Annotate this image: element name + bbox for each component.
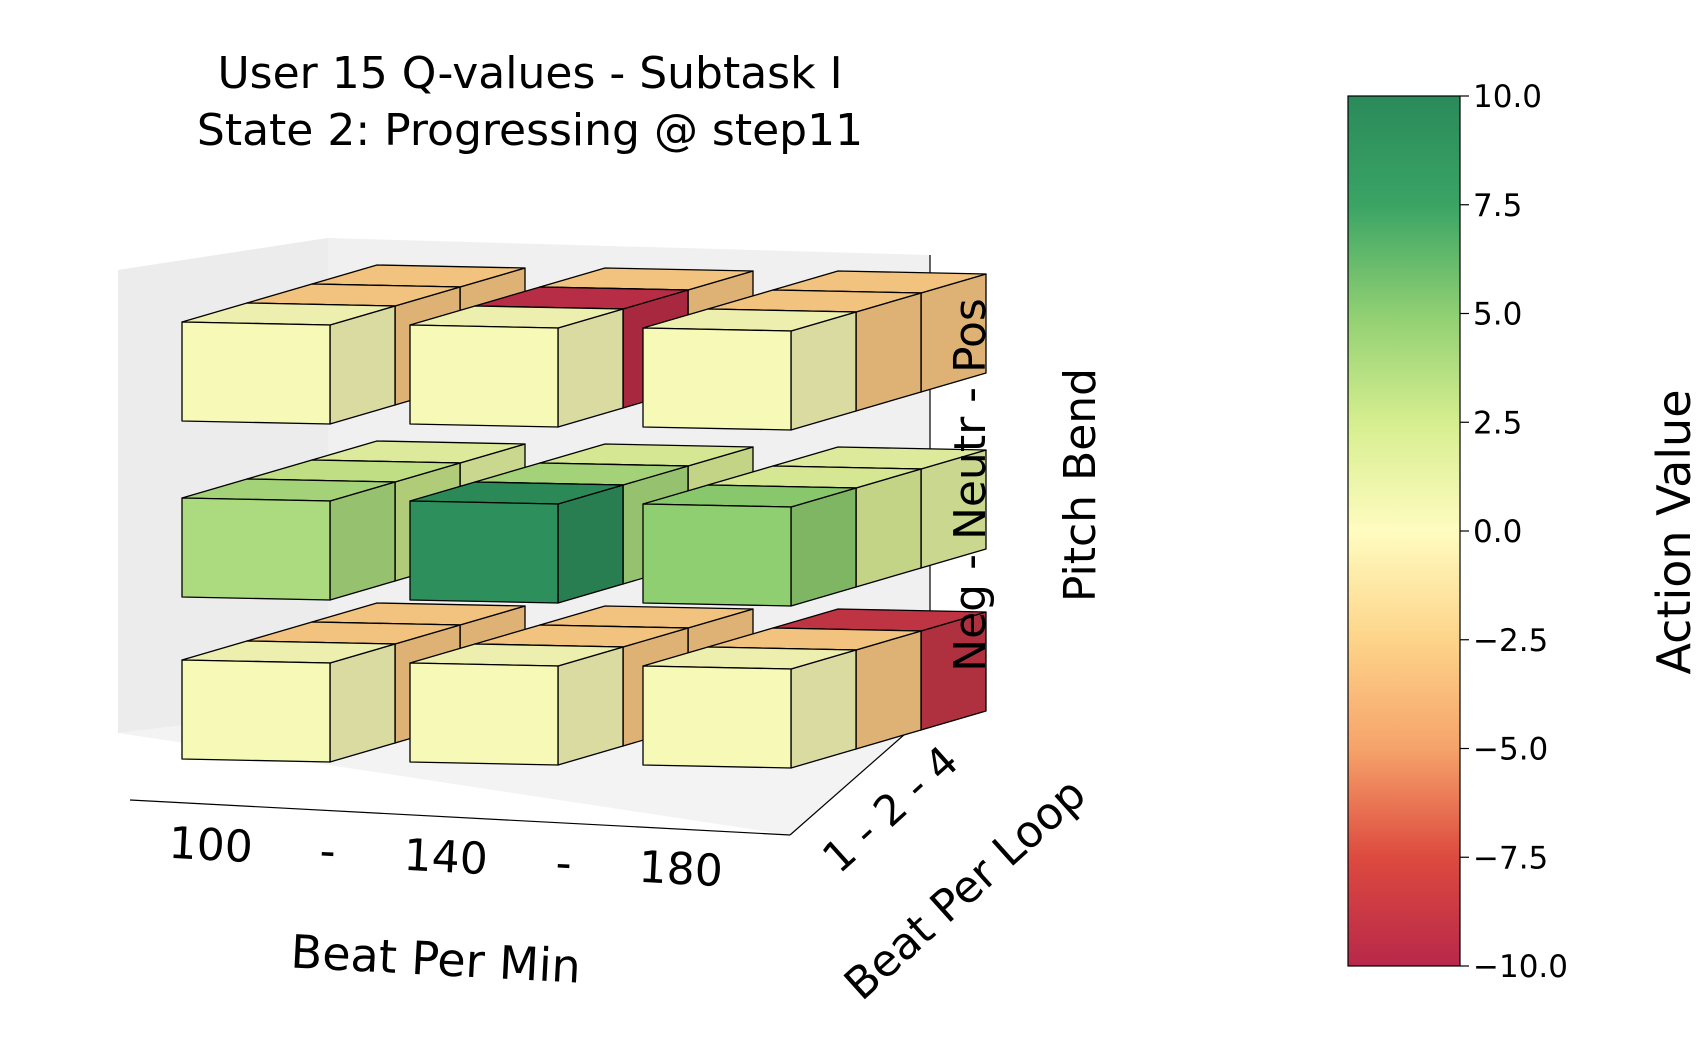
x-tick-label: 100 xyxy=(167,818,254,873)
bar-pos-140-1 xyxy=(409,305,624,428)
bar-side-face xyxy=(855,292,922,412)
colorbar-tick-label: −5.0 xyxy=(1473,732,1548,768)
bar-side-face xyxy=(557,646,624,766)
x-tick-label: 140 xyxy=(402,830,489,885)
x-tick-label: - xyxy=(554,838,573,890)
bar-side-face xyxy=(855,468,922,588)
colorbar-tick-label: −7.5 xyxy=(1473,840,1548,876)
x-tick-label: - xyxy=(318,826,337,878)
bar-side-face xyxy=(790,649,857,769)
colorbar-tick-label: 7.5 xyxy=(1473,188,1522,224)
x-tick-label: 180 xyxy=(637,842,724,897)
z-tick-labels: Neg - Neutr - Pos xyxy=(945,298,996,672)
z-axis-label: Pitch Bend xyxy=(1055,368,1106,602)
bar-neutr-140-1 xyxy=(409,481,624,604)
bar-front-face xyxy=(181,321,331,425)
x-tick-labels: 100 - 140 - 180 xyxy=(167,818,724,897)
colorbar-tick-label: 0.0 xyxy=(1473,514,1522,550)
colorbar-tick-label: −2.5 xyxy=(1473,623,1548,659)
bar-side-face xyxy=(329,481,396,601)
colorbar-tick-label: 10.0 xyxy=(1473,79,1542,115)
chart-title-line1: User 15 Q-values - Subtask I xyxy=(217,48,842,99)
bar-side-face xyxy=(790,311,857,431)
x-axis-label: Beat Per Min xyxy=(289,924,582,993)
bar-neg-180-1 xyxy=(642,646,857,769)
bar-pos-100-1 xyxy=(181,302,396,425)
chart-title-line2: State 2: Progressing @ step11 xyxy=(197,105,863,156)
colorbar-label: Action Value xyxy=(1647,389,1699,674)
bar-side-face xyxy=(790,487,857,607)
bar-neg-140-1 xyxy=(409,643,624,766)
bar-neutr-180-1 xyxy=(642,484,857,607)
bar-front-face xyxy=(642,503,792,607)
colorbar-tick-label: 5.0 xyxy=(1473,297,1522,333)
x-axis-line xyxy=(129,799,791,836)
bar-side-face xyxy=(557,308,624,428)
bar-neutr-100-1 xyxy=(181,478,396,601)
bar-front-face xyxy=(181,497,331,601)
bar-front-face xyxy=(409,500,559,604)
colorbar-tick-label: −10.0 xyxy=(1473,949,1568,985)
bar-side-face xyxy=(329,643,396,763)
bar-front-face xyxy=(409,662,559,766)
colorbar-ticks: 10.0 7.5 5.0 2.5 0.0 −2.5 −5.0 −7.5 −10.0 xyxy=(1460,79,1568,985)
bar-front-face xyxy=(642,327,792,431)
bar-pos-180-1 xyxy=(642,308,857,431)
bar-side-face xyxy=(329,305,396,425)
bar-side-face xyxy=(557,484,624,604)
colorbar-tick-label: 2.5 xyxy=(1473,405,1522,441)
bars-group xyxy=(181,264,987,769)
bar-front-face xyxy=(642,665,792,769)
colorbar xyxy=(1347,95,1461,967)
bar-front-face xyxy=(409,324,559,428)
bar-neg-100-1 xyxy=(181,640,396,763)
bar-side-face xyxy=(855,630,922,750)
bar-front-face xyxy=(181,659,331,763)
